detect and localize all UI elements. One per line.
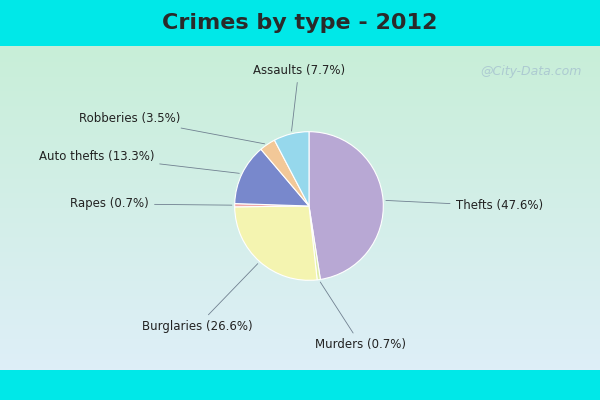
Wedge shape xyxy=(309,206,320,280)
Wedge shape xyxy=(235,149,309,206)
Wedge shape xyxy=(235,204,309,207)
Wedge shape xyxy=(274,132,309,206)
Text: Rapes (0.7%): Rapes (0.7%) xyxy=(70,198,232,210)
Text: Burglaries (26.6%): Burglaries (26.6%) xyxy=(142,264,258,332)
Text: Robberies (3.5%): Robberies (3.5%) xyxy=(79,112,265,144)
Text: Thefts (47.6%): Thefts (47.6%) xyxy=(386,200,543,212)
Text: Murders (0.7%): Murders (0.7%) xyxy=(315,282,406,351)
Text: Auto thefts (13.3%): Auto thefts (13.3%) xyxy=(38,150,239,173)
Text: Assaults (7.7%): Assaults (7.7%) xyxy=(253,64,345,131)
Wedge shape xyxy=(261,140,309,206)
Text: Crimes by type - 2012: Crimes by type - 2012 xyxy=(163,13,437,33)
Wedge shape xyxy=(309,132,383,280)
Text: @City-Data.com: @City-Data.com xyxy=(481,66,582,78)
Wedge shape xyxy=(235,206,317,280)
